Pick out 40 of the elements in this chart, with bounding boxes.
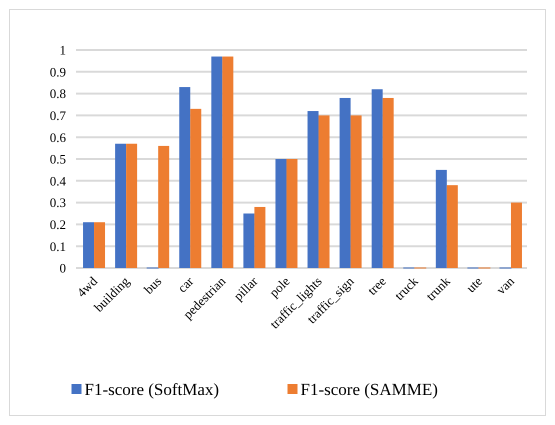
bar <box>372 89 383 268</box>
y-tick-label: 0.1 <box>50 238 66 254</box>
x-tick-label: ute <box>463 273 486 296</box>
bar <box>275 159 286 268</box>
bar <box>94 222 106 268</box>
bar <box>222 56 234 268</box>
y-tick-label: 0.7 <box>50 108 66 123</box>
bar <box>308 111 319 268</box>
bar <box>83 222 94 268</box>
y-tick-label: 0.4 <box>50 173 66 188</box>
bar <box>318 115 330 268</box>
legend-label: F1-score (SoftMax) <box>84 380 220 399</box>
bar <box>179 87 190 268</box>
bar <box>446 185 458 268</box>
y-tick-label: 0.8 <box>50 86 66 102</box>
bar <box>211 56 222 268</box>
legend-label: F1-score (SAMME) <box>300 380 438 399</box>
x-tick-label: truck <box>391 273 422 304</box>
y-tick-label: 0.3 <box>50 195 66 210</box>
x-tick-label: van <box>493 273 518 298</box>
bar <box>243 214 254 268</box>
bar <box>436 170 447 268</box>
bar <box>190 108 202 268</box>
y-tick-label: 1 <box>60 42 66 58</box>
bar <box>126 144 138 268</box>
y-tick-label: 0.9 <box>50 64 66 80</box>
bar <box>254 206 266 268</box>
x-tick-label: tree <box>364 273 389 298</box>
bar <box>158 146 170 268</box>
y-tick-label: 0.5 <box>50 152 66 167</box>
x-tick-label: bus <box>140 274 164 297</box>
y-tick-label: 0.2 <box>50 216 66 232</box>
bar <box>510 202 522 268</box>
y-tick-label: 0.6 <box>50 130 66 145</box>
bar <box>382 98 394 268</box>
bar <box>340 98 351 268</box>
y-tick-label: 0 <box>60 260 66 276</box>
bar <box>115 144 126 268</box>
bar <box>286 159 298 268</box>
bar <box>350 115 362 268</box>
